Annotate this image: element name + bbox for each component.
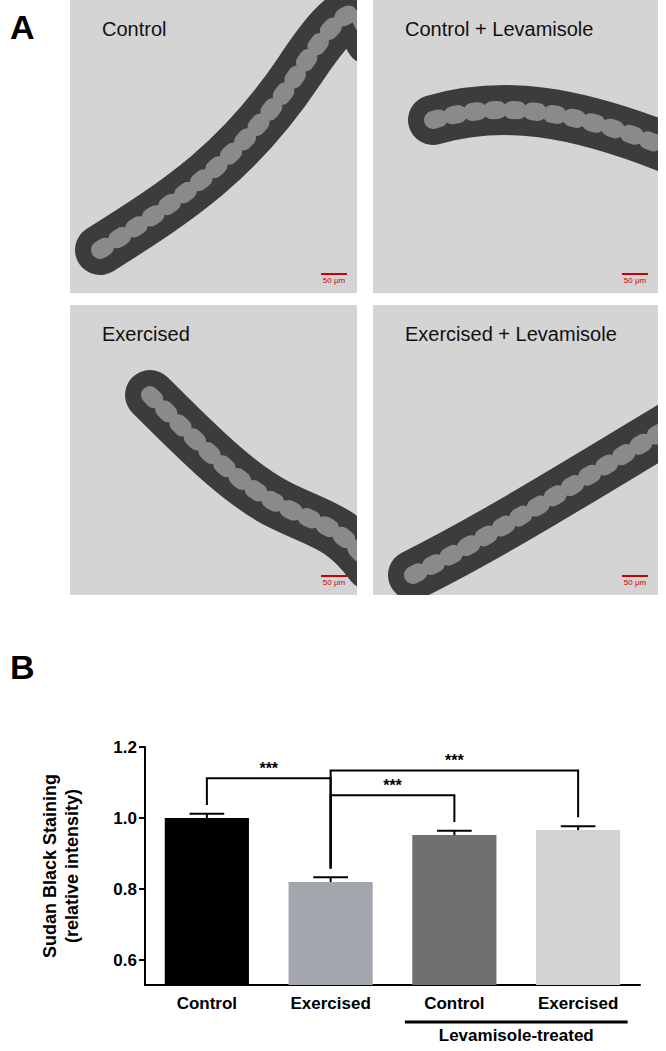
html-text:50 μm: 50 μm [322, 578, 346, 587]
html-text:A: A [10, 8, 35, 46]
svg-text:(relative intensity): (relative intensity) [62, 789, 82, 943]
html-text:Control + Levamisole: Control + Levamisole [405, 18, 594, 40]
svg-text:Control: Control [177, 994, 237, 1013]
svg-text:***: *** [445, 752, 464, 769]
html-text:Control: Control [102, 18, 167, 40]
svg-text:0.8: 0.8 [113, 880, 137, 899]
svg-text:Control: Control [424, 994, 484, 1013]
svg-text:1.0: 1.0 [113, 809, 137, 828]
html-text:50 μm: 50 μm [322, 276, 346, 285]
svg-text:Sudan Black Staining: Sudan Black Staining [40, 774, 60, 958]
svg-text:Exercised: Exercised [538, 994, 618, 1013]
html-text:B: B [10, 648, 35, 686]
svg-text:Exercised: Exercised [290, 994, 370, 1013]
svg-text:1.2: 1.2 [113, 738, 137, 757]
svg-text:***: *** [383, 777, 402, 794]
html-text:50 μm: 50 μm [623, 578, 647, 587]
svg-text:0.6: 0.6 [113, 951, 137, 970]
svg-text:***: *** [259, 760, 278, 777]
html-text:50 μm: 50 μm [623, 276, 647, 285]
html-text:Exercised: Exercised [102, 323, 190, 345]
svg-text:Levamisole-treated: Levamisole-treated [439, 1026, 594, 1045]
html-text:Exercised + Levamisole: Exercised + Levamisole [405, 323, 617, 345]
